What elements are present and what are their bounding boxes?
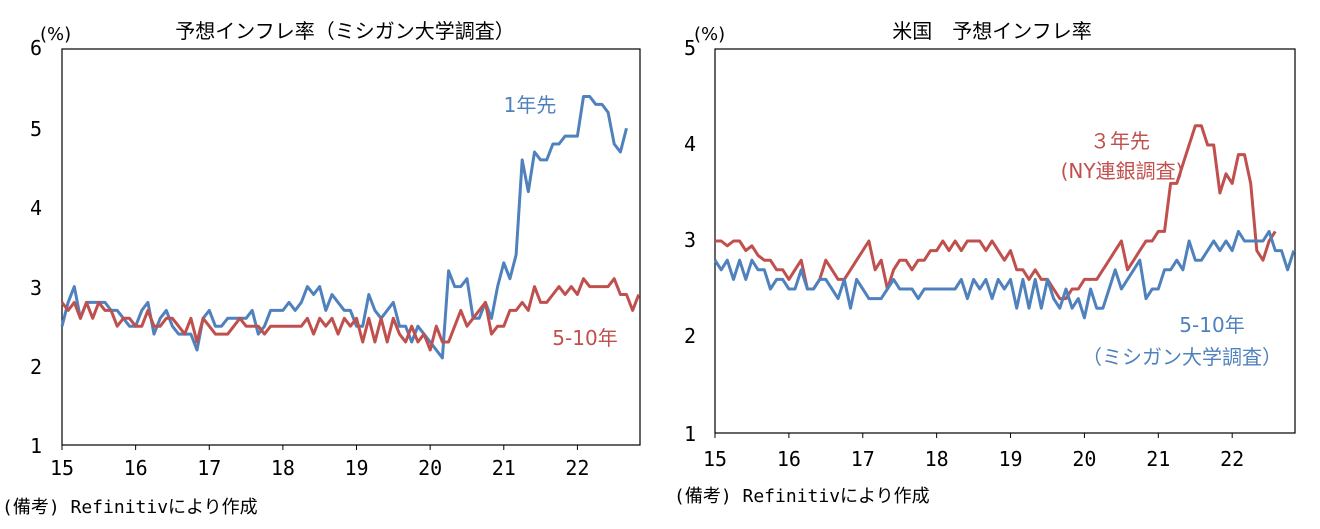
chart-title: 米国 予想インフレ率 [892, 19, 1091, 43]
y-unit-label: (%) [694, 24, 725, 45]
x-tick-label: 22 [565, 456, 589, 480]
series-lines [60, 95, 641, 360]
x-tick-label: 16 [777, 447, 801, 471]
x-tick-label: 21 [492, 456, 516, 480]
source-note: (備考) Refinitivにより作成 [2, 497, 258, 518]
x-tick-label: 18 [271, 456, 295, 480]
x-tick-label: 19 [998, 447, 1022, 471]
x-axis: 15 16 17 18 19 20 21 22 [50, 445, 589, 480]
annotation-5-10yr: 5-10年 [1179, 313, 1244, 337]
x-axis: 15 16 17 18 19 20 21 22 [703, 433, 1244, 471]
x-tick-label: 20 [418, 456, 442, 480]
series-line-1 [713, 229, 1296, 320]
y-axis: 5 4 3 2 1 [30, 117, 42, 458]
plot-frame [714, 48, 1296, 434]
y-tick-label: 3 [30, 276, 42, 300]
x-tick-label: 22 [1220, 447, 1244, 471]
y-tick-label: 6 [30, 36, 42, 60]
series-line-0 [60, 95, 628, 360]
annotation-5-10yr: 5-10年 [552, 326, 617, 350]
y-tick-label: 5 [684, 36, 696, 60]
x-tick-label: 15 [50, 456, 74, 480]
x-tick-label: 15 [703, 447, 727, 471]
annotation-3yr: ３年先 [1090, 129, 1150, 153]
x-tick-label: 20 [1072, 447, 1096, 471]
x-tick-label: 17 [851, 447, 875, 471]
y-tick-label: 2 [684, 324, 696, 348]
y-unit-label: (%) [40, 24, 71, 45]
x-tick-label: 21 [1146, 447, 1170, 471]
y-tick-label: 3 [684, 228, 696, 252]
series-lines [713, 124, 1296, 320]
chart-panel-right: 米国 予想インフレ率 5 (%) 4 3 2 1 15 16 17 18 19 20 21 2… [660, 0, 1320, 529]
chart-panel-left: 予想インフレ率（ミシガン大学調査） 6 (%) 5 4 3 2 1 15 16 17… [2, 19, 641, 518]
y-tick-label: 1 [30, 434, 42, 458]
x-tick-label: 18 [925, 447, 949, 471]
series-line-1 [60, 277, 641, 352]
chart-right-svg: 米国 予想インフレ率 5 (%) 4 3 2 1 15 16 17 18 19 20 21 2… [684, 19, 1296, 471]
y-tick-label: 4 [30, 196, 42, 220]
annotation-3yr-source: (NY連銀調査) [1061, 159, 1184, 183]
y-tick-label: 1 [684, 422, 696, 446]
annotation-5-10yr-source: （ミシガン大学調査） [1082, 345, 1282, 369]
chart-left-svg: 予想インフレ率（ミシガン大学調査） 6 (%) 5 4 3 2 1 15 16 17… [30, 19, 641, 480]
annotation-1yr: 1年先 [504, 93, 557, 117]
plot-frame [61, 48, 641, 446]
chart-title: 予想インフレ率（ミシガン大学調査） [175, 19, 514, 43]
y-tick-label: 5 [30, 117, 42, 141]
source-note: (備考) Refinitivにより作成 [674, 486, 930, 507]
y-axis: 4 3 2 1 [684, 132, 696, 446]
x-tick-label: 19 [344, 456, 368, 480]
y-tick-label: 2 [30, 355, 42, 379]
x-tick-label: 17 [197, 456, 221, 480]
y-tick-label: 4 [684, 132, 696, 156]
x-tick-label: 16 [124, 456, 148, 480]
